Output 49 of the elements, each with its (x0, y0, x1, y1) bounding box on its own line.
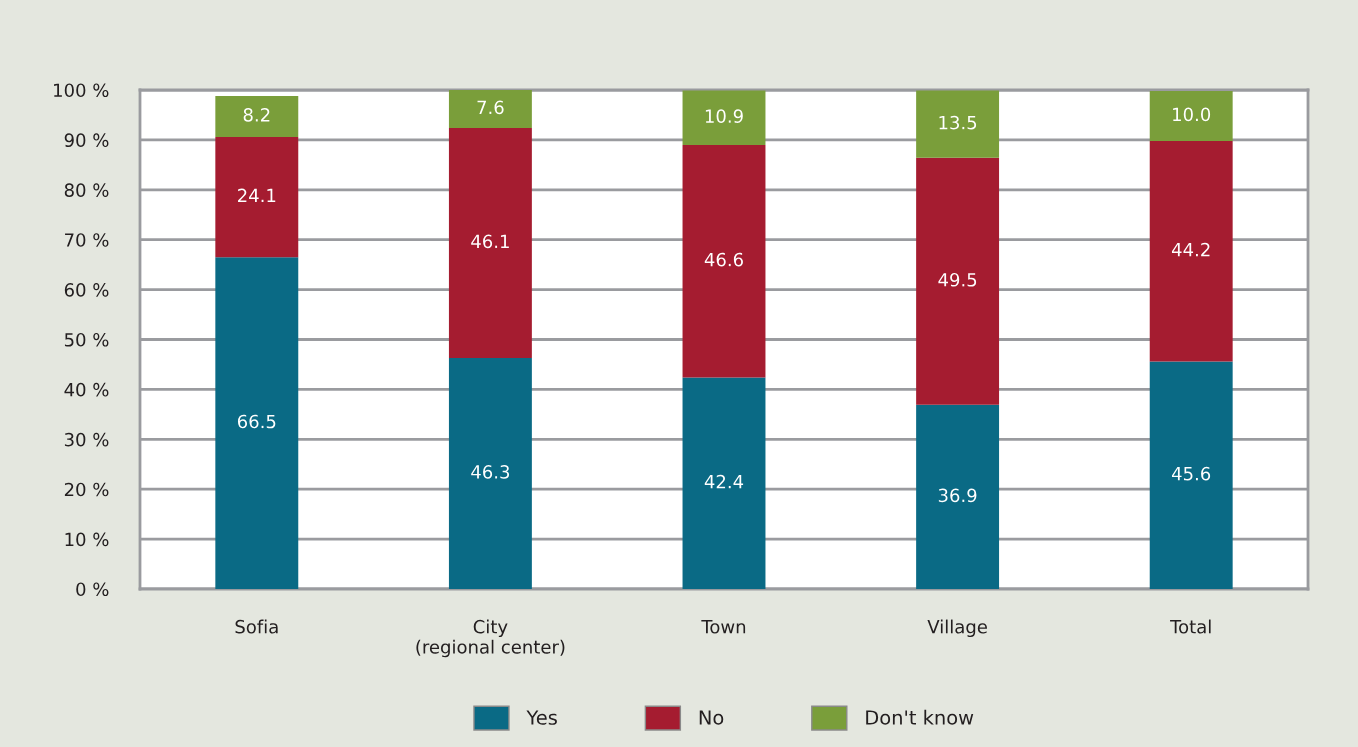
data-label: 46.1 (471, 234, 509, 249)
data-label: 13.5 (939, 115, 977, 130)
y-tick-label: 70 % (65, 233, 109, 247)
y-tick-label: 90 % (64, 133, 109, 148)
bar (448, 357, 532, 589)
legend-label: Yes (526, 710, 557, 725)
y-tick-label: 80 % (64, 183, 109, 197)
y-tick-label: 0 % (76, 582, 109, 597)
bar (682, 90, 766, 145)
bar (916, 90, 1000, 158)
x-tick-label: Sofia (235, 619, 278, 634)
y-tick-label: 20 % (64, 482, 109, 497)
data-label: 24.1 (238, 188, 276, 203)
x-tick-label: City (regional center) (416, 619, 565, 658)
bar (448, 90, 532, 128)
bar (916, 404, 1000, 589)
y-tick-label: 50 % (64, 332, 109, 347)
data-label: 44.2 (1171, 242, 1210, 257)
legend-label: Don't know (866, 709, 974, 725)
data-label: 49.5 (938, 272, 977, 287)
y-tick-label: 30 % (64, 432, 109, 447)
y-tick-label: 10 % (65, 532, 109, 547)
data-label: 7.6 (477, 100, 504, 115)
data-label: 66.5 (237, 414, 276, 429)
bar (215, 95, 299, 137)
data-label: 42.4 (704, 474, 744, 489)
data-label: 36.9 (938, 488, 977, 503)
y-tick-label: 60 % (64, 283, 109, 297)
bar (916, 157, 1000, 405)
x-tick-label: Town (701, 620, 746, 634)
bar (682, 377, 766, 589)
x-tick-label: Village (927, 619, 987, 638)
bar (1149, 140, 1233, 362)
data-label: 46.3 (471, 465, 510, 479)
legend-label: No (699, 710, 724, 725)
data-label: 10.0 (1173, 107, 1211, 122)
bar (682, 144, 766, 378)
data-label: 10.9 (705, 109, 743, 123)
bar (1149, 361, 1233, 589)
bar (1149, 91, 1233, 141)
data-label: 46.6 (704, 252, 743, 267)
x-tick-label: Total (1170, 619, 1211, 634)
bar (448, 127, 532, 358)
y-tick-label: 40 % (64, 382, 109, 397)
data-label: 8.2 (243, 108, 270, 122)
y-tick-label: 100 % (54, 83, 109, 98)
bar (215, 136, 299, 258)
data-label: 45.6 (1171, 466, 1211, 481)
bar (215, 257, 299, 589)
